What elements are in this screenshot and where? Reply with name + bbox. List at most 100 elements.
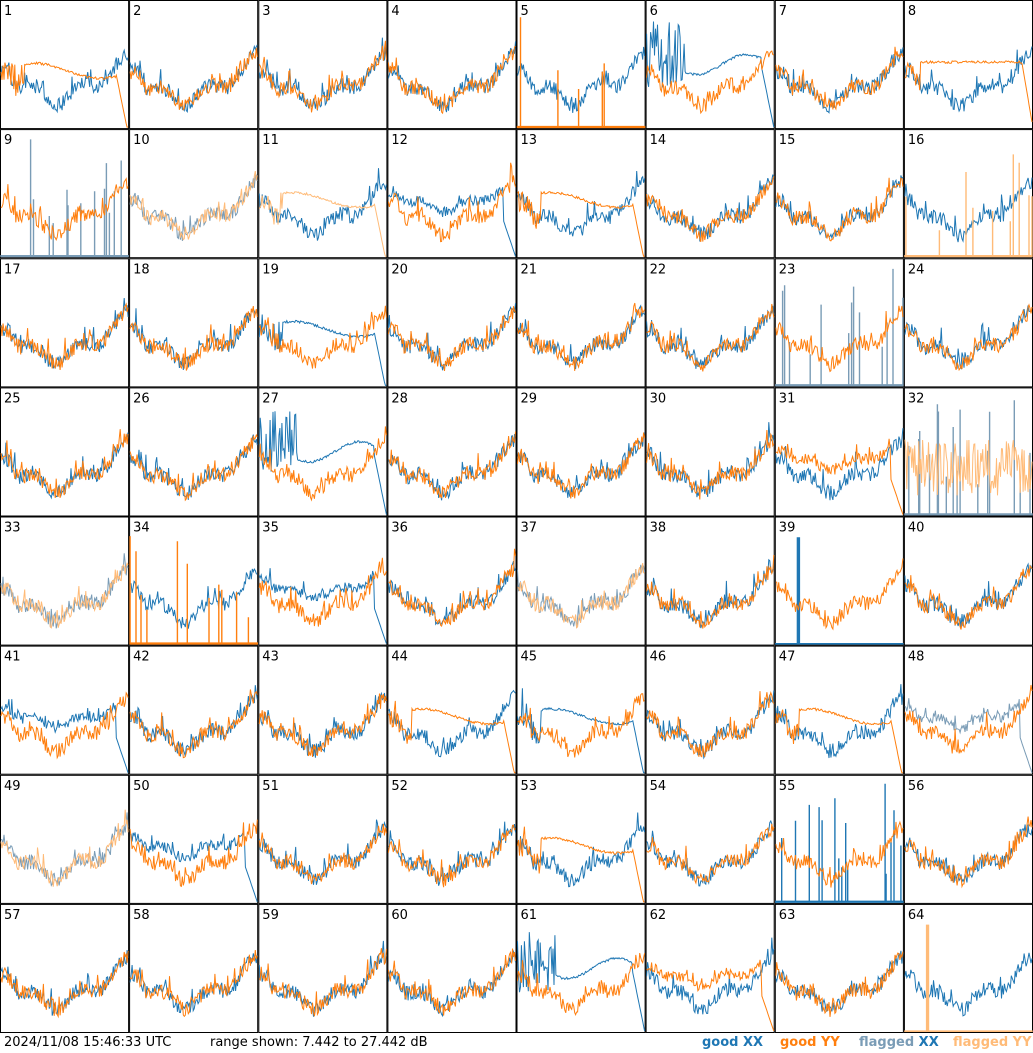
panel-frame [129,129,259,259]
panel-label: 48 [908,650,925,665]
panel-label: 7 [779,4,787,19]
panel-19-yy-line [258,305,387,369]
panel-frame [387,645,517,775]
panel-51: 51 [258,774,388,904]
panel-frame [258,645,388,775]
panel-47-yy-line [775,707,903,774]
panel-31-yy-line [775,438,904,515]
panel-58-yy-line [129,950,258,1018]
panel-frame [645,774,775,904]
panel-27: 27 [258,387,388,517]
panel-15: 15 [774,129,904,259]
panel-label: 5 [521,4,529,19]
panel-frame [258,129,388,259]
panel-12-yy-line [387,162,516,243]
panel-39: 39 [774,516,904,646]
panel-label: 40 [908,521,925,536]
panel-51-yy-line [258,824,387,885]
panel-18-yy-line [129,306,258,371]
panel-frame [645,0,775,130]
panel-label: 57 [4,908,21,923]
panel-frame [774,0,904,130]
panel-label: 19 [262,262,279,277]
legend-good-xx: good XX [702,1035,763,1050]
panel-label: 13 [521,133,538,148]
panel-27-xx-line [258,411,387,515]
panel-62-yy-line [646,959,775,1032]
panel-34-yy-line [129,536,258,645]
panel-label: 14 [650,133,667,148]
panel-11-yy-line [258,191,387,257]
panel-41: 41 [0,645,130,775]
panel-frame [387,0,517,130]
panel-frame [0,903,130,1033]
panel-frame [387,258,517,388]
panel-46-yy-line [646,691,775,758]
panel-50-xx-line [129,832,258,903]
panel-60: 60 [387,903,517,1033]
panel-57: 57 [0,903,130,1033]
panel-label: 62 [650,908,667,923]
panel-3: 3 [258,0,388,130]
panel-8-xx-line [904,46,1033,113]
panel-1-yy-line [0,61,129,128]
panel-53-yy-line [517,826,645,903]
panel-2-yy-line [129,47,258,111]
panel-frame [516,387,646,517]
panel-label: 61 [521,908,538,923]
panel-label: 4 [391,4,399,19]
panel-frame [516,645,646,775]
panel-label: 21 [521,262,538,277]
panel-frame [903,903,1033,1033]
panel-24: 24 [903,258,1033,388]
panel-50-yy-line [129,819,258,888]
panel-18: 18 [129,258,259,388]
panel-label: 46 [650,650,667,665]
panel-35-yy-line [258,557,387,627]
panel-label: 64 [908,908,925,923]
panel-label: 39 [779,521,796,536]
panel-26: 26 [129,387,259,517]
panel-23-yy-line [775,305,904,373]
panel-4: 4 [387,0,517,130]
panel-61-yy-line [517,952,646,1017]
legend-flagged-xx: flagged XX [859,1035,939,1050]
panel-frame [903,258,1033,388]
panel-label: 33 [4,521,21,536]
panel-16-xx-line [904,177,1033,243]
panel-19: 19 [258,258,388,388]
panel-frame [774,516,904,646]
panel-37: 37 [516,516,646,646]
panel-frame [516,903,646,1033]
panel-59-yy-line [258,948,387,1017]
panel-frame [0,774,130,904]
panel-label: 28 [391,391,408,406]
timestamp: 2024/11/08 15:46:33 UTC [4,1035,172,1050]
panel-30: 30 [645,387,775,517]
legend-flagged-yy-pol: YY [1012,1035,1032,1050]
panel-frame [0,0,130,130]
panel-17-yy-line [0,302,129,371]
panel-14-xx-line [646,174,775,242]
panel-10-yy-line [129,171,258,241]
panel-label: 44 [391,650,408,665]
panel-25: 25 [0,387,130,517]
legend-good-yy-pol: YY [821,1035,840,1050]
panel-label: 32 [908,391,925,406]
panel-59: 59 [258,903,388,1033]
panel-47-xx-line [775,684,904,759]
panel-54: 54 [645,774,775,904]
panel-label: 43 [262,650,279,665]
panel-22-yy-line [646,303,775,372]
panel-48-yy-line [904,684,1033,754]
panel-60-yy-line [387,948,516,1016]
panel-42: 42 [129,645,259,775]
panel-frame [387,516,517,646]
panel-label: 3 [262,4,270,19]
panel-62-xx-line [646,937,775,1015]
panel-25-yy-line [0,429,129,499]
panel-6-xx-line [646,21,775,128]
panel-frame [645,129,775,259]
panel-frame [516,516,646,646]
